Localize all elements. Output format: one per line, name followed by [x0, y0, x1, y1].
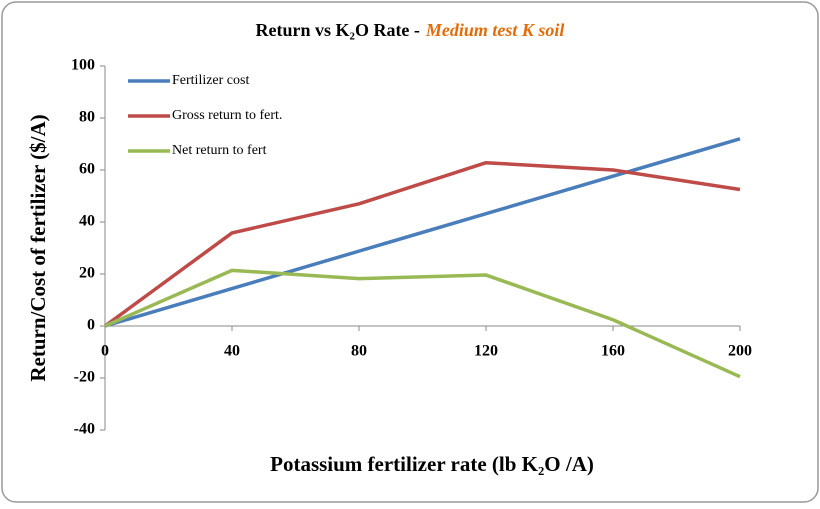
line-series: [104, 268, 741, 379]
legend-label: Gross return to fert.: [172, 108, 282, 123]
x-tick-label: 160: [601, 343, 625, 360]
legend-label: Fertilizer cost: [172, 73, 249, 88]
chart-title: Return vs K₂O Rate -: [256, 20, 420, 40]
line-series: [103, 160, 741, 328]
x-tick-label: 80: [351, 343, 367, 360]
y-axis-label: Return/Cost of fertilizer ($/A): [26, 114, 50, 381]
x-axis-label: Potassium fertilizer rate (lb K₂O /A): [270, 452, 594, 476]
y-tick-label: 80: [79, 109, 95, 126]
x-tick-label: 120: [474, 343, 498, 360]
chart-subtitle: Medium test K soil: [425, 20, 565, 40]
x-tick-label: 40: [224, 343, 240, 360]
legend-label: Net return to fert: [172, 143, 267, 158]
y-tick-label: 100: [71, 57, 95, 74]
y-tick-label: 0: [87, 317, 95, 334]
line-series: [104, 137, 741, 328]
y-tick-label: -40: [74, 421, 95, 438]
y-tick-label: 20: [79, 265, 95, 282]
y-tick-label: 40: [79, 213, 95, 230]
y-tick-label: 60: [79, 161, 95, 178]
x-tick-label: 0: [101, 343, 109, 360]
y-tick-label: -20: [74, 369, 95, 386]
x-tick-label: 200: [728, 343, 752, 360]
